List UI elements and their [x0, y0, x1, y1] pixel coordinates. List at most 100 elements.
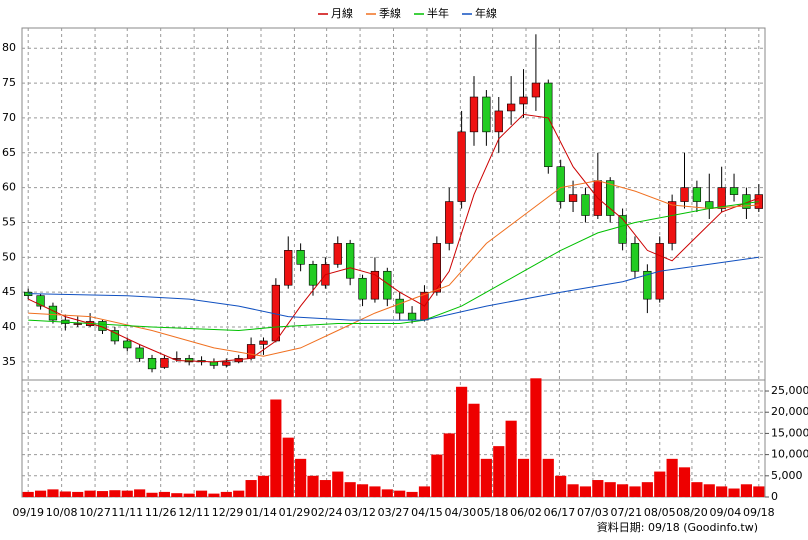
- volume-bar: [493, 446, 505, 497]
- candle-body: [346, 243, 355, 279]
- volume-bar: [96, 491, 109, 497]
- volume-bar: [270, 399, 282, 497]
- volume-bar: [146, 492, 158, 497]
- volume-bar: [740, 484, 752, 497]
- volume-bar: [245, 480, 257, 497]
- volume-bar: [418, 486, 431, 497]
- x-tick-label: 03/12: [344, 506, 376, 519]
- x-tick-label: 07/21: [610, 506, 642, 519]
- candle-body: [185, 358, 194, 363]
- volume-bar: [233, 490, 245, 497]
- candle-body: [110, 330, 120, 342]
- y-tick-label: 75: [2, 76, 16, 89]
- volume-bar: [121, 490, 133, 497]
- x-tick-label: 07/03: [577, 506, 609, 519]
- source-note: 資料日期: 09/18 (Goodinfo.tw): [597, 520, 758, 534]
- candle-body: [358, 277, 367, 300]
- candle-body: [519, 96, 528, 105]
- volume-bar: [641, 482, 653, 497]
- y-tick-label: 80: [2, 41, 16, 54]
- volume-bar: [72, 491, 84, 497]
- volume-bar: [381, 489, 393, 497]
- y-tick-label: 45: [2, 285, 16, 298]
- x-tick-label: 08/20: [676, 506, 708, 519]
- volume-bar: [617, 484, 629, 497]
- x-tick-label: 02/24: [311, 506, 343, 519]
- candle-body: [209, 361, 219, 366]
- x-tick-label: 09/18: [743, 506, 775, 519]
- volume-bar: [579, 486, 592, 497]
- volume-bar: [356, 484, 369, 497]
- y2-tick-label: 20,000: [771, 405, 808, 418]
- y2-tick-label: 0: [771, 490, 778, 503]
- candle-body: [680, 187, 689, 202]
- volume-bar: [394, 490, 406, 497]
- x-tick-label: 10/08: [46, 506, 78, 519]
- candle-body: [581, 194, 590, 216]
- volume-bar: [47, 489, 59, 497]
- volume-bar: [468, 403, 480, 497]
- volume-bar: [753, 486, 765, 497]
- legend-label: 月線: [331, 6, 353, 20]
- y2-tick-label: 10,000: [771, 448, 808, 461]
- volume-bar: [604, 482, 616, 497]
- volume-bar: [344, 482, 356, 497]
- volume-bar: [542, 458, 554, 497]
- candle-body: [482, 96, 491, 133]
- candle-body: [135, 347, 144, 359]
- x-tick-label: 09/04: [710, 506, 742, 519]
- volume-bar: [567, 484, 579, 497]
- y2-tick-label: 25,000: [771, 384, 808, 397]
- candle-body: [147, 358, 157, 370]
- x-tick-label: 05/18: [477, 506, 509, 519]
- candle-body: [73, 323, 82, 325]
- volume-bar: [307, 475, 319, 497]
- volume-bar: [109, 490, 121, 497]
- x-tick-label: 11/26: [145, 506, 177, 519]
- candle-body: [160, 358, 169, 368]
- volume-bar: [406, 491, 418, 497]
- candle-body: [445, 201, 454, 244]
- candle-body: [432, 243, 441, 293]
- candle-body: [284, 250, 293, 286]
- candle-body: [494, 110, 503, 133]
- x-tick-label: 06/17: [544, 506, 576, 519]
- volume-bar: [678, 467, 691, 497]
- volume-bar: [716, 486, 728, 497]
- volume-bar: [443, 433, 455, 497]
- candle-body: [606, 180, 615, 216]
- candle-body: [457, 131, 466, 202]
- candle-body: [296, 250, 305, 265]
- volume-bar: [369, 486, 381, 497]
- y-tick-label: 35: [2, 355, 16, 368]
- volume-bar: [22, 491, 34, 497]
- y-tick-label: 50: [2, 250, 16, 263]
- volume-bar: [35, 490, 47, 497]
- candle-body: [692, 187, 702, 202]
- candle-body: [729, 187, 739, 195]
- y2-tick-label: 5,000: [771, 469, 803, 482]
- candle-body: [383, 270, 392, 300]
- candle-body: [333, 243, 342, 265]
- volume-bar: [654, 471, 666, 497]
- volume-bar: [208, 493, 220, 497]
- volume-bar: [691, 482, 703, 497]
- candle-body: [531, 82, 541, 98]
- volume-bar: [171, 493, 183, 497]
- volume-bar: [220, 491, 232, 497]
- candle-body: [395, 298, 404, 314]
- candle-body: [630, 243, 640, 272]
- y-tick-label: 55: [2, 215, 16, 228]
- volume-bar: [530, 378, 542, 497]
- candle-body: [259, 340, 268, 345]
- volume-bar: [282, 437, 294, 497]
- volume-bar: [456, 386, 468, 497]
- candle-body: [507, 103, 516, 112]
- volume-bar: [666, 458, 678, 497]
- y-tick-label: 60: [2, 181, 16, 194]
- volume-bar: [134, 489, 146, 497]
- volume-bar: [195, 490, 208, 497]
- candle-body: [544, 82, 553, 168]
- candle-body: [754, 194, 763, 209]
